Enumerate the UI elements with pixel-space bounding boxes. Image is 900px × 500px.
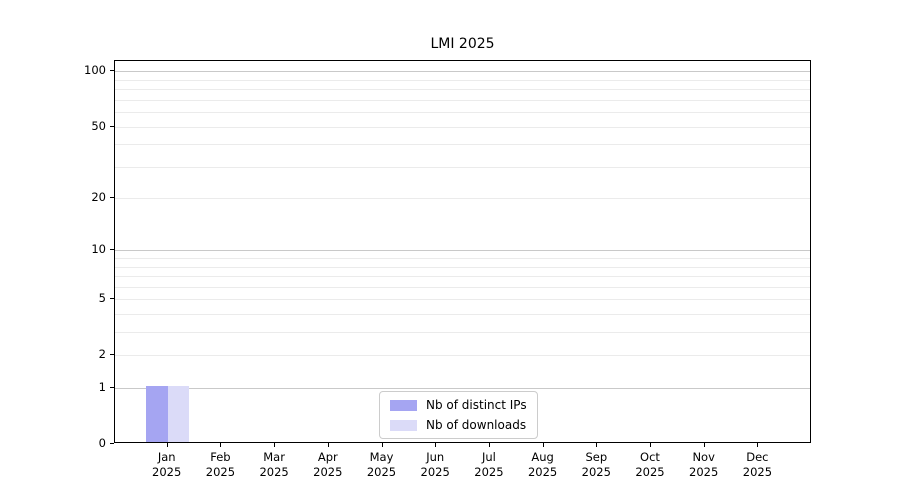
x-tick-label: May 2025 [354,450,410,480]
x-tick-year: 2025 [581,465,611,479]
x-tick-year: 2025 [152,465,182,479]
x-tick-mark [757,443,759,447]
x-tick-month: Oct [640,450,660,464]
y-tick-label: 100 [84,63,106,78]
x-tick-mark [220,443,222,447]
y-tick-mark [110,354,114,355]
y-gridline-minor [115,276,810,278]
y-gridline-minor [115,166,810,168]
y-tick-label: 1 [98,380,106,395]
x-tick-label: Jun 2025 [407,450,463,480]
y-gridline-minor [115,355,810,357]
x-tick-month: Jan [157,450,176,464]
x-tick-label: Jan 2025 [139,450,195,480]
y-tick-mark [110,126,114,127]
x-tick-label: Mar 2025 [246,450,302,480]
legend-swatch-downloads [390,419,417,431]
x-tick-mark [488,443,490,447]
y-tick-label: 10 [91,242,106,257]
x-tick-month: Apr [317,450,338,464]
y-tick-mark [110,387,114,388]
x-tick-month: Jul [481,450,496,464]
y-gridline-minor [115,286,810,288]
y-tick-mark [110,298,114,299]
x-tick-label: Aug 2025 [515,450,571,480]
y-tick-label: 20 [91,190,106,205]
x-tick-month: May [369,450,394,464]
x-tick-mark [435,443,437,447]
x-tick-label: Dec 2025 [729,450,785,480]
x-tick-label: Nov 2025 [676,450,732,480]
x-tick-mark [274,443,276,447]
x-tick-mark [166,443,168,447]
y-tick-label: 50 [91,118,106,133]
x-tick-mark [650,443,651,447]
x-tick-mark [703,443,705,447]
x-tick-year: 2025 [742,465,773,479]
y-gridline-minor [115,332,810,334]
bar-downloads [167,386,190,442]
x-tick-label: Apr 2025 [300,450,356,480]
x-tick-month: Aug [531,450,554,464]
x-tick-year: 2025 [420,465,450,479]
x-tick-year: 2025 [474,465,504,479]
legend-label: Nb of downloads [426,418,527,432]
x-tick-year: 2025 [259,465,289,479]
y-gridline-minor [115,198,810,200]
bar-distinct-ips [146,386,168,442]
x-tick-month: Dec [746,450,769,464]
x-tick-label: Sep 2025 [568,450,624,480]
y-gridline-minor [115,99,810,101]
y-gridline-minor [115,126,810,128]
x-tick-year: 2025 [635,465,665,479]
y-gridline-minor [115,79,810,81]
y-gridline-minor [115,89,810,91]
legend-swatch-distinct-ips [390,399,417,411]
x-tick-year: 2025 [313,465,343,479]
y-gridline-minor [115,144,810,146]
x-tick-mark [596,443,598,447]
x-tick-month: Sep [585,450,608,464]
x-tick-year: 2025 [689,465,719,479]
legend: Nb of distinct IPs Nb of downloads [379,391,538,439]
x-tick-year: 2025 [527,465,558,479]
x-tick-month: Nov [692,450,715,464]
y-gridline-minor [115,258,810,260]
legend-item: Nb of distinct IPs [390,397,527,413]
y-tick-label: 0 [98,436,106,450]
y-tick-mark [110,197,114,198]
x-tick-month: Mar [263,450,285,464]
y-gridline-major [115,388,810,390]
y-tick-mark [110,249,114,250]
y-gridline-minor [115,112,810,114]
legend-item: Nb of downloads [390,417,527,433]
x-tick-month: Feb [210,450,231,464]
x-tick-mark [327,443,329,447]
x-tick-label: Feb 2025 [192,450,248,480]
x-tick-label: Oct 2025 [622,450,678,480]
x-tick-mark [381,443,383,447]
y-gridline-minor [115,314,810,316]
y-gridline-minor [115,299,810,301]
y-tick-label: 5 [98,291,106,306]
y-tick-label: 2 [98,347,106,362]
y-gridline-major [115,71,810,73]
x-tick-year: 2025 [205,465,236,479]
x-tick-label: Jul 2025 [461,450,517,480]
x-tick-mark [542,443,544,447]
x-tick-year: 2025 [366,465,397,479]
plot-area: Nb of distinct IPs Nb of downloads [114,60,811,443]
y-gridline-major [115,250,810,252]
chart-title: LMI 2025 [430,36,495,52]
legend-label: Nb of distinct IPs [426,398,527,412]
x-tick-month: Jun [426,450,445,464]
y-gridline-minor [115,266,810,268]
y-tick-mark [110,443,114,444]
y-tick-mark [110,70,114,71]
